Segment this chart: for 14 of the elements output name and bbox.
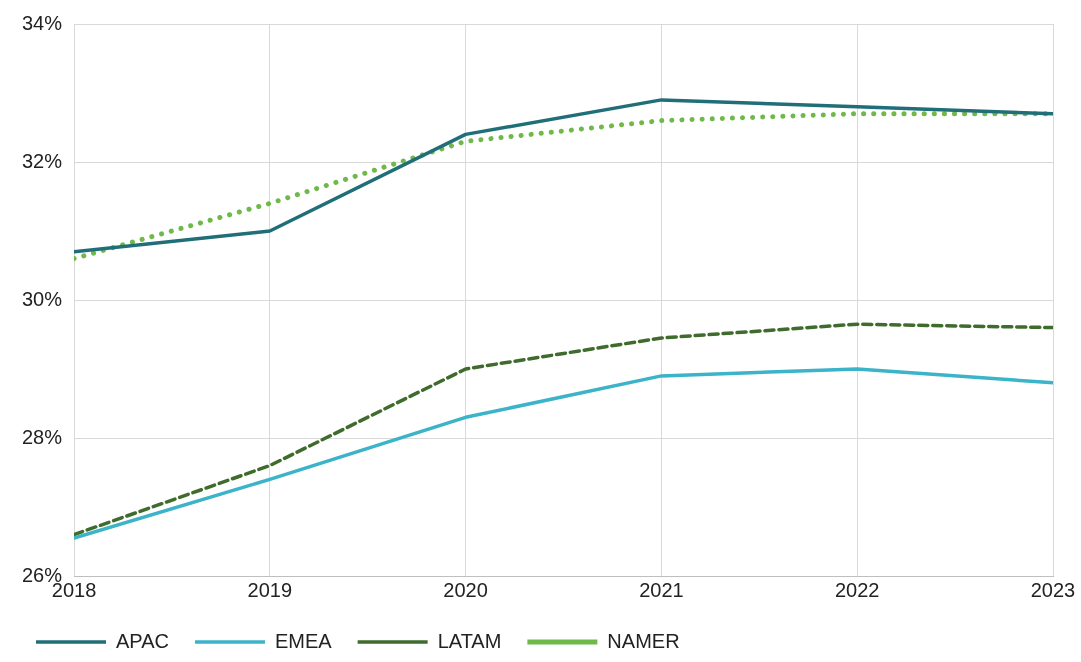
x-tick-label: 2021 [639,578,684,601]
legend-label: LATAM [437,629,502,652]
y-tick-label: 28% [22,425,63,448]
y-tick-label: 30% [22,287,63,310]
x-tick-label: 2023 [1030,578,1076,601]
y-tick-label: 32% [22,149,63,172]
x-tick-label: 2019 [247,578,293,601]
line-series [74,322,1053,537]
x-tick-label: 2022 [834,578,880,601]
legend-label: EMEA [274,629,333,652]
legend-label: NAMER [607,629,680,652]
legend-label: APAC [116,629,169,652]
x-tick-label: 2020 [443,578,488,601]
y-tick-label: 34% [22,11,63,34]
